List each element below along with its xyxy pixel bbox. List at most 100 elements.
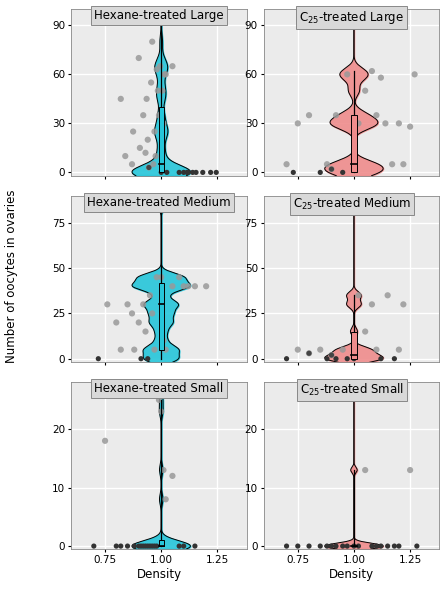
Point <box>411 70 418 79</box>
Point <box>154 86 161 95</box>
Point <box>145 163 153 172</box>
Point <box>144 135 151 145</box>
Point <box>328 350 335 360</box>
Point <box>384 290 391 300</box>
Point <box>113 541 120 551</box>
Point <box>180 541 187 551</box>
Point <box>202 281 210 291</box>
Point <box>317 541 324 551</box>
Point <box>131 345 138 355</box>
Point <box>391 354 398 364</box>
Point <box>290 167 297 177</box>
Bar <box>158 540 164 546</box>
Point <box>191 281 198 291</box>
Point <box>328 350 335 360</box>
Point <box>149 541 156 551</box>
Point <box>207 167 214 177</box>
Point <box>137 541 145 551</box>
Point <box>157 61 164 71</box>
Point <box>391 541 398 551</box>
Point <box>146 290 153 300</box>
Point <box>163 167 170 177</box>
Point <box>351 354 358 364</box>
Point <box>355 119 362 128</box>
Point <box>368 541 376 551</box>
Point <box>90 541 97 551</box>
Bar <box>351 332 357 359</box>
Point <box>377 73 384 82</box>
Point <box>155 395 162 404</box>
Point <box>176 167 183 177</box>
Point <box>151 345 158 355</box>
Point <box>140 541 147 551</box>
Point <box>117 541 124 551</box>
Point <box>162 70 169 79</box>
Point <box>169 471 176 481</box>
Point <box>160 465 167 475</box>
Text: Number of oocytes in ovaries: Number of oocytes in ovaries <box>4 189 18 363</box>
Point <box>95 354 102 364</box>
Point <box>152 151 159 161</box>
Point <box>150 160 157 169</box>
Point <box>362 86 369 95</box>
Point <box>142 327 149 337</box>
Point <box>199 167 206 177</box>
Point <box>183 167 190 177</box>
Point <box>328 541 335 551</box>
Point <box>362 465 369 475</box>
Point <box>343 70 351 79</box>
Point <box>180 167 187 177</box>
Point <box>185 281 192 291</box>
Point <box>306 349 313 358</box>
Text: Hexane-treated Small: Hexane-treated Small <box>95 382 223 395</box>
Point <box>283 354 290 364</box>
Point <box>283 541 290 551</box>
Point <box>306 541 313 551</box>
Point <box>373 345 380 355</box>
Point <box>384 541 391 551</box>
Point <box>135 53 142 63</box>
Point <box>351 541 358 551</box>
Point <box>317 167 324 177</box>
Point <box>395 345 402 355</box>
Point <box>122 151 129 161</box>
Point <box>328 164 335 174</box>
Point <box>343 541 351 551</box>
Point <box>151 127 158 136</box>
Point <box>377 354 384 364</box>
Point <box>145 163 153 172</box>
Point <box>351 160 358 169</box>
Point <box>169 281 176 291</box>
Point <box>153 541 160 551</box>
Bar <box>158 107 164 172</box>
Point <box>343 354 351 364</box>
Point <box>193 167 200 177</box>
Point <box>395 119 402 128</box>
Point <box>373 110 380 120</box>
Point <box>213 167 220 177</box>
Point <box>294 119 301 128</box>
Point <box>128 160 136 169</box>
Bar <box>158 283 164 350</box>
Point <box>368 299 376 309</box>
Text: C$_{25}$-treated Medium: C$_{25}$-treated Medium <box>293 196 411 212</box>
Point <box>382 119 389 128</box>
Point <box>94 9 101 19</box>
Text: C$_{25}$-treated Small: C$_{25}$-treated Small <box>300 382 404 398</box>
Point <box>155 200 162 209</box>
X-axis label: Density: Density <box>136 568 182 581</box>
Point <box>142 541 149 551</box>
Point <box>323 160 330 169</box>
Point <box>140 110 147 120</box>
Point <box>400 299 407 309</box>
Point <box>407 122 414 131</box>
Point <box>159 86 166 95</box>
Point <box>131 541 138 551</box>
Point <box>137 354 145 364</box>
Point <box>332 354 339 364</box>
Point <box>355 541 362 551</box>
Point <box>148 78 155 88</box>
Point <box>332 110 339 120</box>
Point <box>124 541 131 551</box>
Point <box>283 160 290 169</box>
